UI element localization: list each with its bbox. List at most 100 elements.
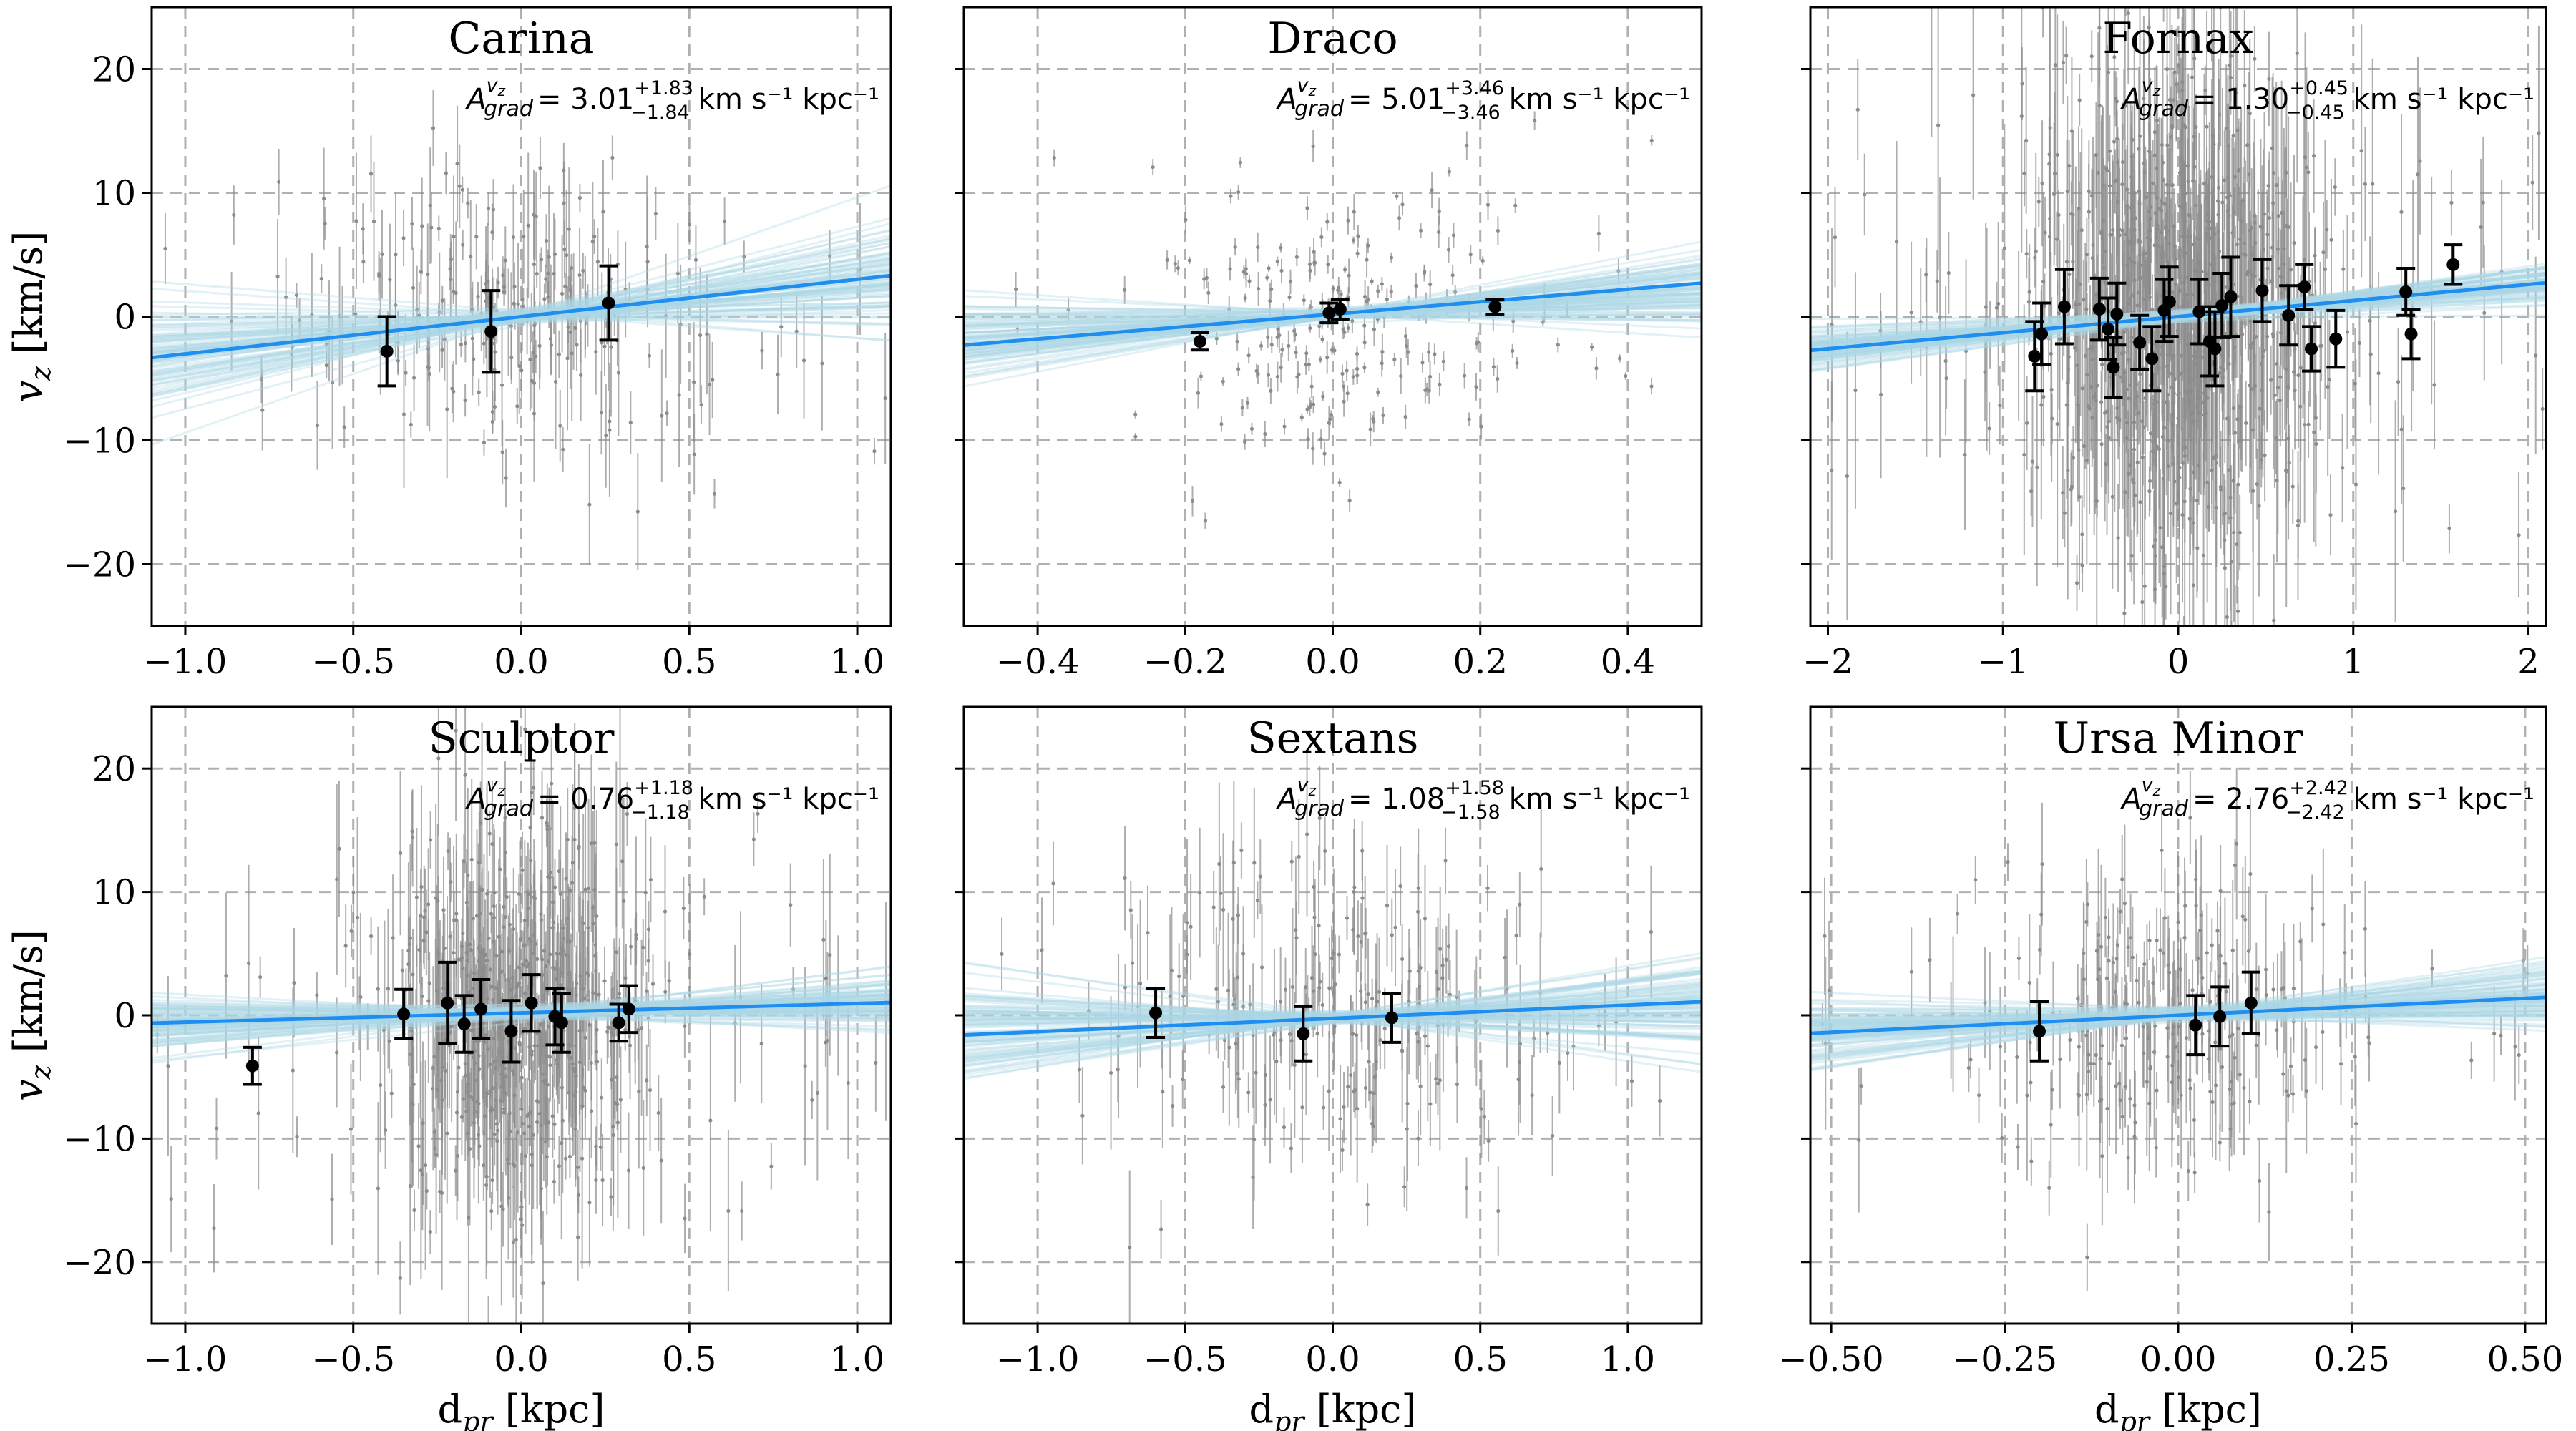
fit-sample-line: [152, 1007, 891, 1012]
x-tick-label: 1: [2342, 642, 2364, 682]
raw-point: [509, 323, 514, 328]
y-tick-label: 10: [92, 873, 136, 913]
raw-point: [409, 422, 413, 427]
raw-point: [433, 1146, 437, 1151]
raw-point: [2357, 341, 2362, 345]
raw-point: [461, 243, 465, 247]
raw-point: [2327, 377, 2332, 382]
raw-point: [1372, 327, 1377, 331]
raw-point: [342, 425, 346, 429]
raw-point: [625, 811, 630, 816]
y-axis-label: vz [km/s]: [6, 929, 57, 1101]
raw-point: [1295, 375, 1299, 379]
raw-point: [2253, 384, 2258, 388]
raw-point: [2055, 152, 2059, 157]
raw-point: [361, 260, 366, 264]
fit-sample-line: [152, 283, 891, 355]
raw-point: [2116, 536, 2120, 540]
raw-point: [723, 219, 727, 223]
raw-point: [2295, 51, 2299, 55]
raw-point: [2174, 107, 2179, 112]
raw-point: [560, 1118, 565, 1123]
raw-point: [874, 1060, 878, 1065]
raw-point: [2157, 207, 2162, 211]
raw-point: [499, 1204, 504, 1208]
raw-point: [1265, 275, 1269, 280]
raw-point: [589, 1109, 594, 1113]
raw-point: [2215, 339, 2220, 343]
y-tick-label: −10: [64, 421, 136, 461]
raw-point: [450, 386, 454, 391]
raw-point: [698, 333, 703, 338]
raw-point: [2195, 405, 2200, 409]
raw-point: [2353, 482, 2358, 487]
raw-point: [2225, 195, 2230, 200]
raw-point: [2074, 313, 2078, 318]
raw-point: [2052, 192, 2057, 197]
raw-point: [2101, 183, 2105, 187]
raw-point: [2205, 124, 2209, 129]
raw-point: [2040, 181, 2044, 185]
raw-point: [461, 931, 465, 935]
raw-point: [635, 509, 640, 514]
raw-point: [454, 728, 458, 733]
raw-point: [2160, 253, 2164, 258]
raw-point: [467, 942, 472, 947]
raw-point: [1830, 323, 1834, 327]
raw-point: [2140, 455, 2145, 459]
raw-point: [547, 1055, 552, 1059]
raw-point: [2221, 368, 2225, 373]
raw-point: [1206, 290, 1211, 295]
raw-point: [486, 206, 491, 211]
binned-points: [377, 264, 618, 388]
raw-point: [549, 317, 553, 321]
raw-point: [404, 371, 408, 375]
raw-point: [2258, 224, 2263, 229]
raw-point: [1468, 253, 1473, 257]
raw-point: [406, 962, 411, 967]
raw-point: [2223, 566, 2227, 570]
x-tick-label: 0.5: [662, 1339, 716, 1379]
raw-point: [557, 352, 561, 356]
raw-point: [444, 171, 448, 175]
raw-point: [2276, 214, 2280, 218]
raw-point: [514, 1237, 518, 1242]
raw-point: [422, 915, 426, 919]
raw-point: [1479, 1107, 1483, 1111]
raw-point: [2321, 250, 2326, 255]
gradient-symbol: A: [464, 83, 486, 116]
binned-point-15: [2224, 290, 2238, 303]
raw-point: [776, 372, 780, 377]
raw-point: [327, 328, 331, 333]
raw-point: [531, 350, 535, 355]
raw-point: [1352, 210, 1356, 214]
raw-point: [580, 1001, 585, 1005]
raw-point: [1365, 258, 1369, 262]
raw-point: [1362, 323, 1367, 328]
raw-point: [2212, 456, 2216, 461]
raw-point: [2257, 504, 2261, 508]
raw-point: [2170, 371, 2174, 376]
raw-point: [532, 786, 536, 790]
binned-point-17: [2282, 308, 2296, 322]
raw-point: [1998, 404, 2002, 408]
fit-sample-line: [1810, 298, 2546, 346]
raw-point: [1279, 245, 1283, 250]
raw-point: [2244, 272, 2249, 277]
raw-point: [516, 1130, 520, 1135]
raw-point: [2190, 75, 2195, 79]
raw-point: [315, 993, 319, 997]
binned-point-19: [2305, 342, 2318, 356]
raw-point: [1311, 402, 1316, 406]
raw-point: [2253, 240, 2258, 245]
raw-point: [1513, 203, 1518, 207]
raw-point: [2115, 137, 2119, 141]
fit-sample-line: [152, 982, 891, 1048]
fit-sample-line: [152, 980, 891, 1041]
raw-point: [552, 271, 556, 276]
raw-point: [2155, 166, 2159, 170]
binned-point-13: [2208, 342, 2222, 356]
y-tick-label: 0: [114, 298, 136, 338]
raw-point: [523, 727, 527, 731]
fit-sample-line: [152, 237, 891, 389]
